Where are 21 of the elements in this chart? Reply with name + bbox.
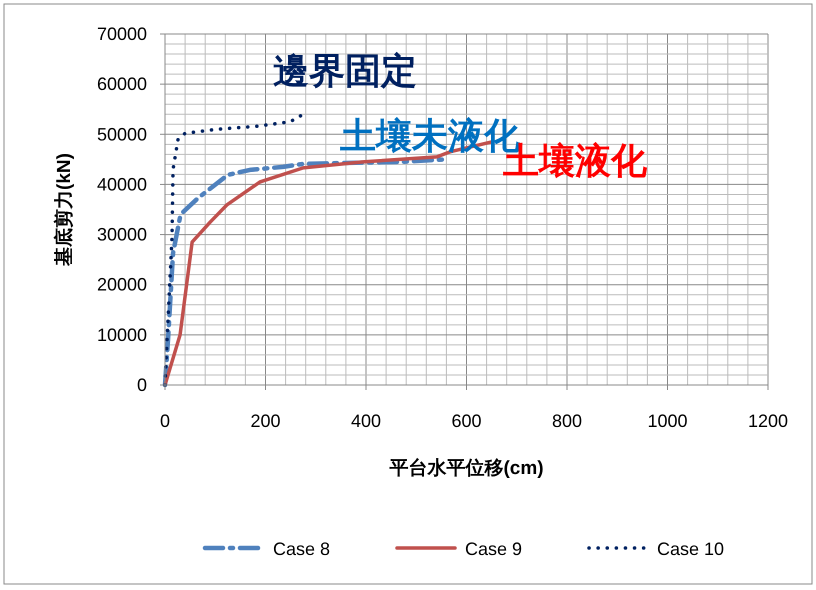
- x-tick-label: 400: [350, 411, 382, 431]
- x-tick-label: 1000: [647, 411, 688, 431]
- x-axis-title: 平台水平位移(cm): [388, 457, 544, 479]
- y-tick-label: 50000: [96, 124, 147, 144]
- y-tick-label: 60000: [96, 74, 147, 94]
- x-tick-label: 0: [160, 411, 170, 431]
- y-tick-label: 30000: [96, 224, 147, 245]
- legend-label: Case 8: [273, 539, 330, 559]
- y-tick-label: 0: [136, 375, 147, 395]
- annotation: 邊界固定: [273, 50, 417, 91]
- x-tick-label: 600: [451, 411, 482, 431]
- x-tick-label: 200: [250, 411, 281, 431]
- y-tick-label: 10000: [96, 324, 147, 345]
- y-tick-label: 70000: [96, 24, 147, 44]
- legend-label: Case 9: [465, 539, 522, 559]
- y-tick-label: 20000: [96, 274, 147, 295]
- legend-label: Case 10: [657, 539, 724, 559]
- x-tick-label: 800: [552, 411, 582, 431]
- y-tick-label: 40000: [96, 174, 147, 194]
- x-tick-label: 1200: [748, 411, 788, 431]
- y-axis-title: 基底剪力(kN): [53, 153, 75, 267]
